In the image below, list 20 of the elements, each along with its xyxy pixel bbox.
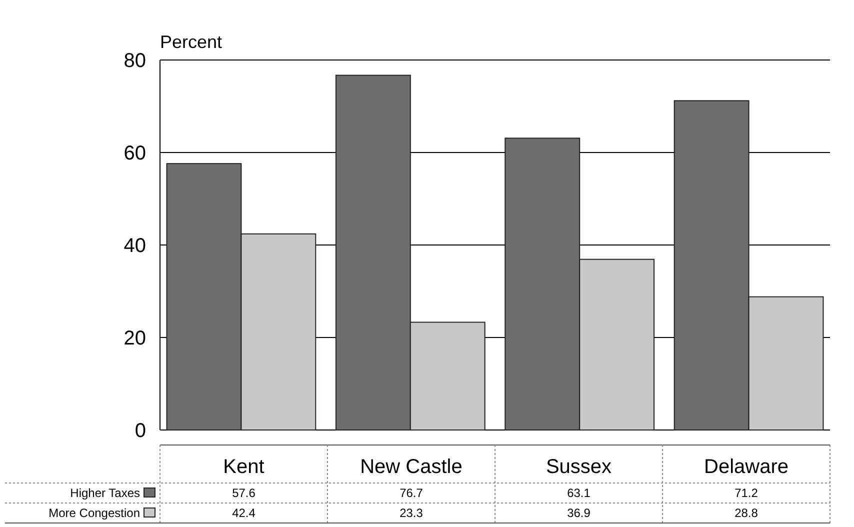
y-axis-title: Percent bbox=[160, 32, 222, 52]
y-tick-label: 40 bbox=[124, 235, 146, 257]
data-label: 28.8 bbox=[734, 506, 758, 520]
y-tick-label: 0 bbox=[134, 420, 146, 442]
data-label: 63.1 bbox=[567, 486, 591, 500]
x-tick-label: Sussex bbox=[546, 456, 612, 478]
y-tick-label: 80 bbox=[124, 50, 146, 72]
data-label: 36.9 bbox=[567, 506, 591, 520]
y-tick-label: 60 bbox=[124, 142, 146, 164]
data-label: 71.2 bbox=[734, 486, 758, 500]
x-tick-label: Delaware bbox=[704, 456, 788, 478]
data-label: 57.6 bbox=[232, 486, 256, 500]
x-tick-label: New Castle bbox=[360, 456, 462, 478]
data-label: 42.4 bbox=[232, 506, 256, 520]
data-label: 23.3 bbox=[400, 506, 424, 520]
x-tick-label: Kent bbox=[223, 456, 265, 478]
legend-label: Higher Taxes bbox=[70, 486, 140, 500]
y-tick-label: 20 bbox=[124, 328, 146, 350]
data-label: 76.7 bbox=[400, 486, 424, 500]
legend-label: More Congestion bbox=[48, 506, 140, 520]
